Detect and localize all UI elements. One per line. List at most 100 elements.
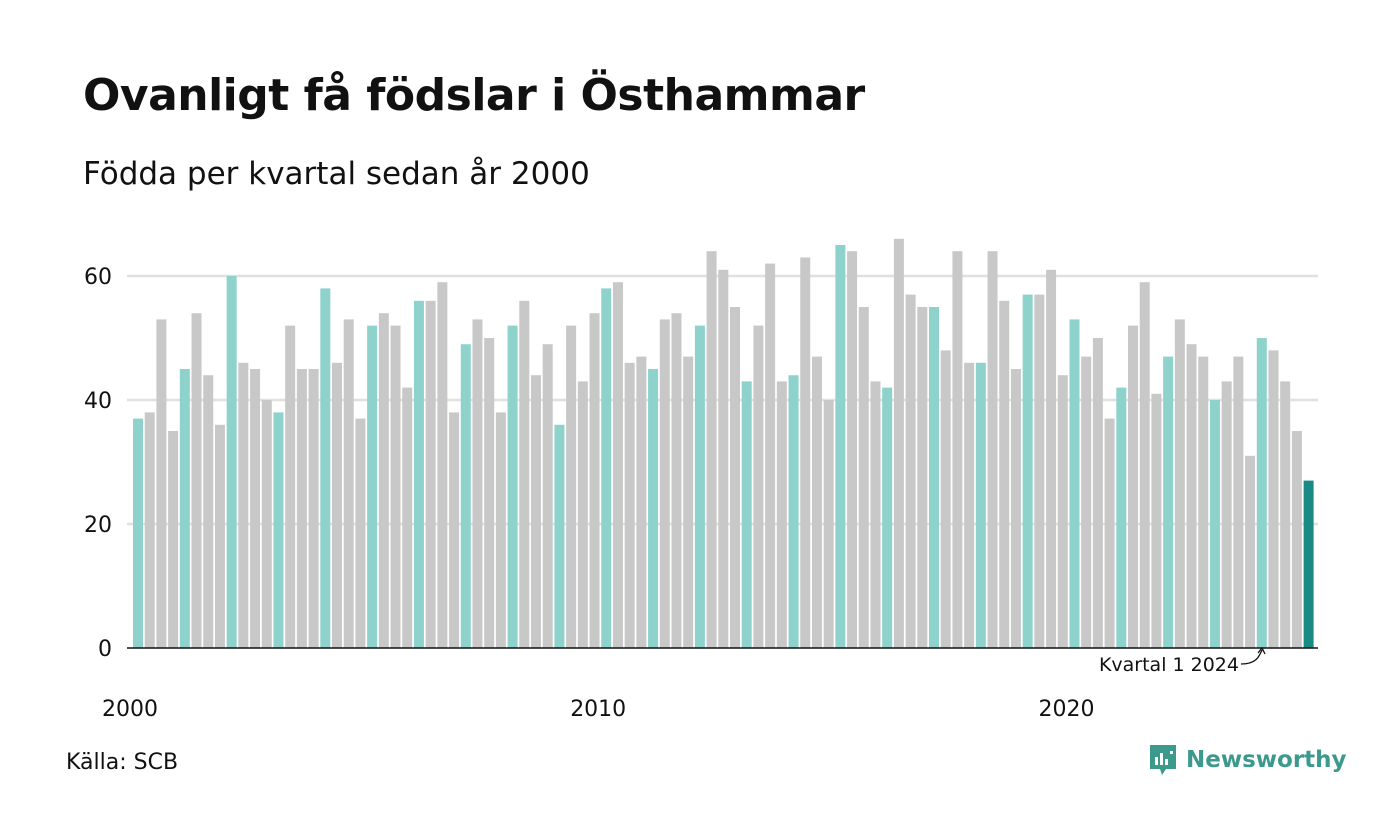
- bar: [987, 251, 998, 648]
- bar: [1163, 356, 1174, 648]
- bar: [741, 381, 752, 648]
- bar: [1092, 338, 1103, 648]
- bar: [542, 344, 553, 648]
- bar: [1128, 325, 1139, 648]
- x-tick-label: 2000: [102, 697, 158, 722]
- bar: [823, 400, 834, 648]
- bar: [577, 381, 588, 648]
- bar: [519, 300, 530, 648]
- bar: [858, 307, 869, 648]
- bar: [390, 325, 401, 648]
- bar: [413, 300, 424, 648]
- bar: [214, 424, 225, 648]
- bar: [612, 282, 623, 648]
- bar: [1256, 338, 1267, 648]
- bar: [1104, 418, 1115, 648]
- bar: [776, 381, 787, 648]
- bar: [1046, 269, 1057, 648]
- bar: [940, 350, 951, 648]
- bar: [1198, 356, 1209, 648]
- y-tick-label: 40: [84, 389, 112, 414]
- bar: [133, 418, 143, 648]
- bar: [601, 288, 612, 648]
- bar: [1081, 356, 1092, 648]
- bar: [671, 313, 682, 648]
- bar: [472, 319, 483, 648]
- brand-name: Newsworthy: [1186, 747, 1347, 773]
- bar: [1268, 350, 1279, 648]
- bar: [765, 263, 776, 648]
- bar: [273, 412, 284, 648]
- annotation: Kvartal 1 2024: [1099, 646, 1266, 676]
- bar: [589, 313, 600, 648]
- bar: [507, 325, 518, 648]
- bar: [624, 362, 635, 648]
- bar-chart: 0 20 40 60 2000 2010 2020 Kvartal 1 2024: [84, 238, 1318, 722]
- bar: [730, 307, 741, 648]
- bar: [1186, 344, 1197, 648]
- bar: [1233, 356, 1244, 648]
- bar: [402, 387, 413, 648]
- x-tick-label: 2010: [570, 697, 626, 722]
- bar: [1022, 294, 1033, 648]
- bar: [343, 319, 354, 648]
- bar: [683, 356, 694, 648]
- bar: [1245, 455, 1256, 648]
- bar: [285, 325, 296, 648]
- bar: [449, 412, 460, 648]
- bar: [484, 338, 495, 648]
- bar: [238, 362, 249, 648]
- bar: [250, 369, 261, 648]
- bar: [870, 381, 881, 648]
- bar: [332, 362, 342, 648]
- bar: [308, 369, 319, 648]
- bar: [999, 300, 1010, 648]
- bar: [203, 375, 214, 648]
- y-tick-label: 0: [98, 637, 112, 662]
- bar: [1069, 319, 1080, 648]
- bar: [952, 251, 963, 648]
- bar: [1139, 282, 1150, 648]
- bar: [929, 307, 940, 648]
- bar: [156, 319, 167, 648]
- chart-title: Ovanligt få födslar i Östhammar: [83, 70, 865, 121]
- bar: [917, 307, 928, 648]
- bar: [1174, 319, 1185, 648]
- bar: [1221, 381, 1232, 648]
- bar: [893, 238, 904, 649]
- chart-subtitle: Födda per kvartal sedan år 2000: [83, 156, 590, 192]
- annotation-arrow: [1240, 649, 1263, 665]
- bar: [1291, 431, 1302, 648]
- bar: [788, 375, 799, 648]
- x-tick-label: 2020: [1039, 697, 1095, 722]
- bar: [378, 313, 389, 648]
- source-note: Källa: SCB: [66, 750, 179, 775]
- bar: [191, 313, 202, 648]
- bar: [659, 319, 670, 648]
- bar: [835, 245, 846, 648]
- bar: [648, 369, 659, 648]
- axes: 0 20 40 60 2000 2010 2020: [84, 265, 1318, 722]
- bar: [425, 300, 436, 648]
- newsworthy-logo-icon: [1150, 745, 1176, 775]
- bar: [847, 251, 858, 648]
- annotation-arrowhead: [1257, 646, 1266, 655]
- bar: [905, 294, 916, 648]
- bar: [320, 288, 331, 648]
- bar: [1280, 381, 1291, 648]
- bar: [437, 282, 448, 648]
- bar: [1116, 387, 1127, 648]
- bar: [554, 424, 565, 648]
- bars: [133, 238, 1314, 649]
- bar: [964, 362, 975, 648]
- brand-logo[interactable]: Newsworthy: [1148, 743, 1347, 777]
- bar: [706, 251, 717, 648]
- bar: [1010, 369, 1021, 648]
- bar: [495, 412, 506, 648]
- bar: [1057, 375, 1068, 648]
- bar: [355, 418, 366, 648]
- bar: [1034, 294, 1045, 648]
- bar: [1303, 480, 1314, 648]
- bar: [226, 276, 237, 648]
- bar: [1151, 393, 1162, 648]
